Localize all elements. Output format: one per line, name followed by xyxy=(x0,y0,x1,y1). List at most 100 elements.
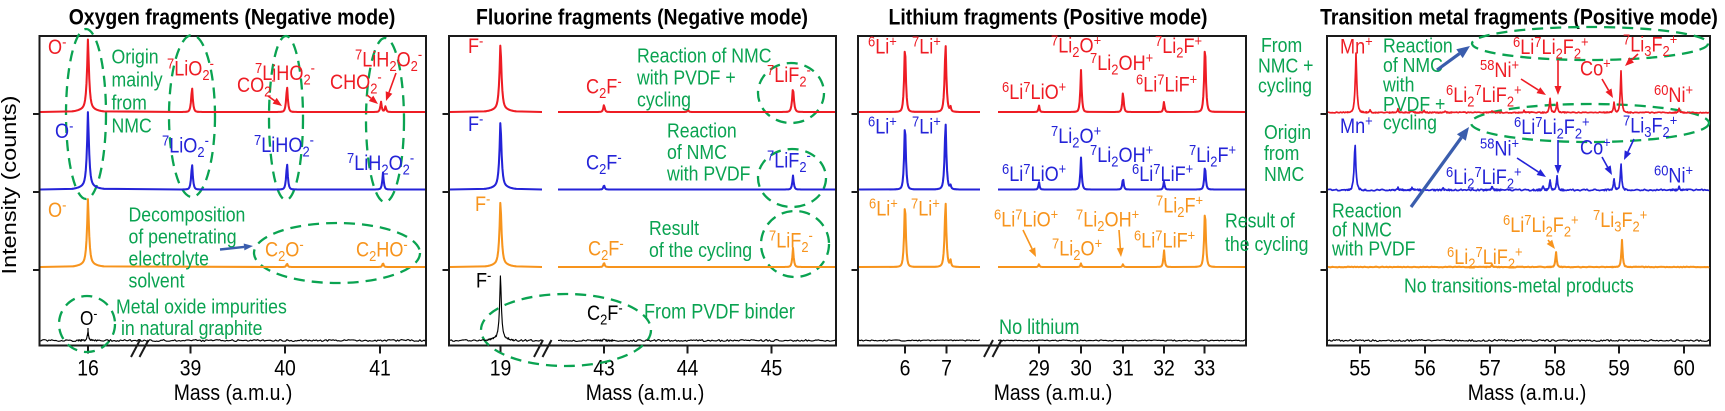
svg-text:6Li+: 6Li+ xyxy=(868,113,897,139)
svg-text:7Li2OH+: 7Li2OH+ xyxy=(1090,141,1153,170)
svg-text:59: 59 xyxy=(1608,356,1630,381)
svg-text:7Li2F+: 7Li2F+ xyxy=(1155,32,1202,61)
svg-text:58: 58 xyxy=(1544,356,1566,381)
svg-text:6Li+: 6Li+ xyxy=(868,33,897,59)
svg-text:7Li2O+: 7Li2O+ xyxy=(1051,122,1101,151)
svg-text:Transition metal fragments (Po: Transition metal fragments (Positive mod… xyxy=(1320,5,1718,30)
svg-text:7Li+: 7Li+ xyxy=(912,113,941,139)
svg-text:Fluorine fragments (Negative m: Fluorine fragments (Negative mode) xyxy=(476,5,808,30)
svg-text:6Li7Li2F2+: 6Li7Li2F2+ xyxy=(1503,211,1579,240)
svg-text:19: 19 xyxy=(490,356,512,381)
svg-text:55: 55 xyxy=(1349,356,1371,381)
svg-text:31: 31 xyxy=(1112,356,1134,381)
svg-text:of NMC: of NMC xyxy=(667,142,727,164)
svg-text:7LiH2O2-: 7LiH2O2- xyxy=(355,46,422,75)
svg-text:6Li7LiO+: 6Li7LiO+ xyxy=(994,206,1058,232)
svg-text:60Ni+: 60Ni+ xyxy=(1654,162,1693,188)
svg-text:cycling: cycling xyxy=(1383,112,1437,134)
svg-text:7Li2F+: 7Li2F+ xyxy=(1156,192,1203,221)
svg-text:6Li7LiO+: 6Li7LiO+ xyxy=(1002,78,1066,104)
svg-text:solvent: solvent xyxy=(129,270,186,292)
svg-text:6Li27LiF2+: 6Li27LiF2+ xyxy=(1446,163,1522,192)
svg-text:with PVDF +: with PVDF + xyxy=(636,67,736,89)
svg-text:From: From xyxy=(1261,35,1302,57)
svg-text:Mn+: Mn+ xyxy=(1340,33,1373,59)
svg-text:O-: O- xyxy=(80,305,97,329)
svg-text:56: 56 xyxy=(1414,356,1436,381)
svg-text:Mass (a.m.u.): Mass (a.m.u.) xyxy=(1468,381,1587,406)
svg-text:No transitions-metal products: No transitions-metal products xyxy=(1404,275,1634,297)
svg-text:F-: F- xyxy=(468,32,484,58)
svg-text:7Li3F2+: 7Li3F2+ xyxy=(1593,206,1647,235)
svg-text:PVDF +: PVDF + xyxy=(1383,94,1445,116)
svg-text:58Ni+: 58Ni+ xyxy=(1480,135,1519,161)
svg-text:C2F-: C2F- xyxy=(586,73,622,102)
svg-text:C2F-: C2F- xyxy=(588,235,624,264)
svg-text:40: 40 xyxy=(274,356,296,381)
svg-text:Reaction of NMC: Reaction of NMC xyxy=(637,45,772,67)
svg-text:of NMC: of NMC xyxy=(1332,219,1392,241)
svg-text:16: 16 xyxy=(77,356,99,381)
svg-text:with: with xyxy=(1382,74,1414,96)
svg-text:33: 33 xyxy=(1194,356,1216,381)
svg-text:cycling: cycling xyxy=(1258,75,1312,97)
svg-text:60Ni+: 60Ni+ xyxy=(1654,81,1693,107)
svg-text:with PVDF: with PVDF xyxy=(666,163,750,185)
svg-text:Result of: Result of xyxy=(1225,210,1295,232)
svg-text:Mass (a.m.u.): Mass (a.m.u.) xyxy=(994,381,1113,406)
svg-text:Mass (a.m.u.): Mass (a.m.u.) xyxy=(174,381,293,406)
svg-text:with PVDF: with PVDF xyxy=(1331,238,1415,260)
svg-text:6Li27LiF2+: 6Li27LiF2+ xyxy=(1446,81,1522,110)
svg-text:7Li3F2+: 7Li3F2+ xyxy=(1623,112,1677,141)
svg-text:C2O-: C2O- xyxy=(265,236,304,265)
svg-text:from: from xyxy=(1264,143,1299,165)
svg-text:in natural graphite: in natural graphite xyxy=(121,318,262,340)
svg-text:Result: Result xyxy=(649,218,700,240)
svg-text:7LiH2O2-: 7LiH2O2- xyxy=(347,149,414,178)
svg-text:F-: F- xyxy=(476,267,492,293)
svg-text:NMC +: NMC + xyxy=(1258,55,1313,77)
svg-text:6Li27LiF2+: 6Li27LiF2+ xyxy=(1447,243,1523,272)
svg-text:30: 30 xyxy=(1070,356,1092,381)
svg-text:O-: O- xyxy=(48,33,67,59)
svg-text:electrolyte: electrolyte xyxy=(129,248,210,270)
svg-text:6Li7Li2F2+: 6Li7Li2F2+ xyxy=(1513,33,1589,62)
svg-text:7LiO2-: 7LiO2- xyxy=(167,55,214,84)
svg-text:Intensity (counts): Intensity (counts) xyxy=(0,96,21,275)
svg-text:From PVDF binder: From PVDF binder xyxy=(644,300,795,324)
svg-text:No lithium: No lithium xyxy=(999,316,1079,340)
svg-text:7LiO2-: 7LiO2- xyxy=(162,132,209,161)
svg-text:7: 7 xyxy=(941,356,952,381)
svg-text:Mn+: Mn+ xyxy=(1340,112,1373,138)
svg-text:7LiHO2-: 7LiHO2- xyxy=(255,59,315,88)
svg-text:mainly: mainly xyxy=(112,69,163,91)
svg-text:7LiF2-: 7LiF2- xyxy=(767,147,811,176)
svg-text:7LiHO2-: 7LiHO2- xyxy=(254,131,314,160)
svg-text:Oxygen fragments (Negative mod: Oxygen fragments (Negative mode) xyxy=(69,5,396,30)
svg-text:7LiF2-: 7LiF2- xyxy=(767,61,811,90)
svg-text:of penetrating: of penetrating xyxy=(129,226,237,248)
svg-text:NMC: NMC xyxy=(1264,164,1304,186)
svg-text:Reaction: Reaction xyxy=(1383,35,1453,57)
svg-text:43: 43 xyxy=(593,356,615,381)
svg-text:57: 57 xyxy=(1479,356,1501,381)
svg-text:Reaction: Reaction xyxy=(667,120,737,142)
svg-text:CHO2-: CHO2- xyxy=(330,68,382,97)
svg-text:Reaction: Reaction xyxy=(1332,200,1402,222)
svg-text:F-: F- xyxy=(468,110,484,136)
svg-text:7Li2O+: 7Li2O+ xyxy=(1052,235,1102,264)
svg-text:6Li7LiO+: 6Li7LiO+ xyxy=(1002,160,1066,186)
svg-text:6Li+: 6Li+ xyxy=(869,195,898,221)
svg-text:O-: O- xyxy=(48,196,67,222)
svg-text:7Li3F2+: 7Li3F2+ xyxy=(1623,31,1677,60)
svg-text:Mass (a.m.u.): Mass (a.m.u.) xyxy=(586,381,705,406)
svg-text:45: 45 xyxy=(761,356,783,381)
svg-text:7Li2OH+: 7Li2OH+ xyxy=(1076,206,1139,235)
svg-text:7Li+: 7Li+ xyxy=(912,33,941,59)
svg-text:7Li2F+: 7Li2F+ xyxy=(1189,141,1236,170)
svg-text:7Li2OH+: 7Li2OH+ xyxy=(1090,49,1153,78)
svg-text:7LiF2-: 7LiF2- xyxy=(769,227,813,256)
svg-text:F-: F- xyxy=(475,190,491,216)
svg-text:C2HO-: C2HO- xyxy=(356,236,408,265)
svg-text:O-: O- xyxy=(55,117,74,143)
